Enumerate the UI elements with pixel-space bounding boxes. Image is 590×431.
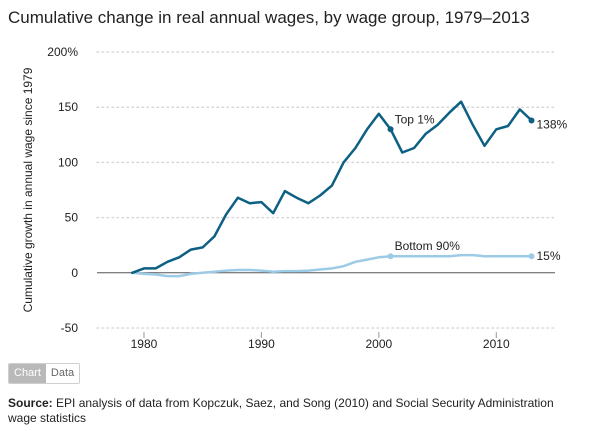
series-line-bottom-90 — [130, 253, 533, 278]
series-layer — [130, 100, 535, 278]
y-tick-label: 50 — [65, 211, 79, 225]
source-text: EPI analysis of data from Kopczuk, Saez,… — [8, 396, 554, 425]
source-note: Source: EPI analysis of data from Kopczu… — [8, 396, 568, 426]
y-axis-ticks: -50 0 50 100 150 200% — [47, 45, 78, 335]
series-name-bottom-90: Bottom 90% — [395, 239, 461, 253]
x-tick-label: 2000 — [365, 337, 392, 351]
chart-title: Cumulative change in real annual wages, … — [8, 8, 530, 27]
y-axis-label: Cumulative growth in annual wage since 1… — [21, 67, 35, 312]
series-label-marker — [387, 126, 394, 133]
series-name-top-1: Top 1% — [395, 112, 435, 126]
view-tabs: Chart Data — [8, 363, 81, 384]
series-end-marker — [528, 117, 535, 124]
x-axis-ticks: 1980 1990 2000 2010 — [131, 332, 510, 351]
y-tick-label: 150 — [58, 100, 78, 114]
x-tick-label: 1990 — [248, 337, 275, 351]
y-tick-label: 0 — [71, 266, 78, 280]
series-end-marker — [528, 253, 535, 260]
x-tick-label: 2010 — [483, 337, 510, 351]
y-tick-label: 200% — [47, 45, 78, 59]
end-label-top-1: 138% — [537, 117, 568, 131]
source-label: Source: — [8, 396, 53, 410]
line-chart: -50 0 50 100 150 200% 1980 1990 2000 2010 Cumula… — [21, 45, 568, 351]
x-tick-label: 1980 — [131, 337, 158, 351]
y-tick-label: -50 — [61, 321, 79, 335]
series-label-marker — [387, 253, 394, 260]
series-labels: Bottom 90% 15% Top 1% 138% — [395, 112, 568, 263]
y-tick-label: 100 — [58, 155, 78, 169]
series-line-top-1 — [130, 100, 533, 275]
tab-chart[interactable]: Chart — [9, 364, 46, 383]
grid-layer — [96, 51, 556, 329]
tab-data[interactable]: Data — [45, 364, 80, 383]
end-label-bottom-90: 15% — [537, 249, 561, 263]
